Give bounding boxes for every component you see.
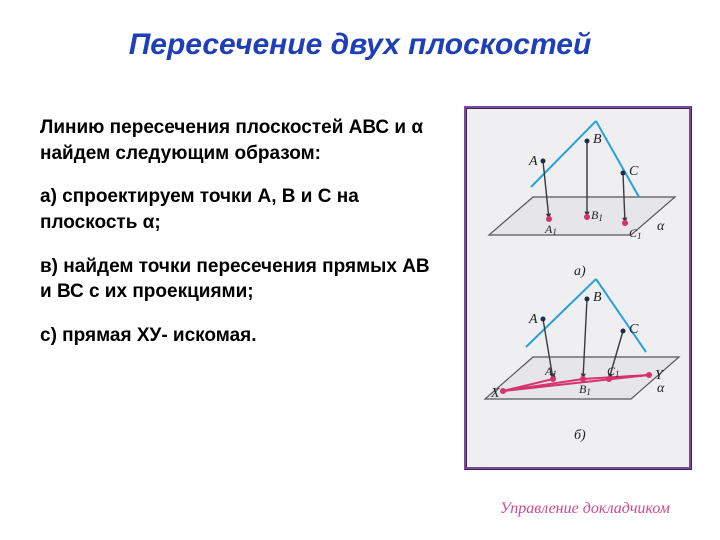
slide: Пересечение двух плоскостей Линию пересе… bbox=[0, 0, 720, 540]
svg-text:а): а) bbox=[574, 264, 586, 279]
geometry-diagram: ABCA1B1C1αа)ABCA1B1C1XYαб) bbox=[467, 109, 689, 467]
figure-frame: ABCA1B1C1αа)ABCA1B1C1XYαб) bbox=[464, 106, 692, 470]
svg-text:B: B bbox=[593, 132, 602, 147]
svg-text:A: A bbox=[528, 312, 538, 327]
para-c: с) прямая ХУ- искомая. bbox=[40, 323, 440, 349]
svg-text:C: C bbox=[629, 322, 639, 337]
svg-text:α: α bbox=[657, 381, 665, 396]
svg-text:A: A bbox=[528, 154, 538, 169]
svg-text:B: B bbox=[593, 290, 602, 305]
svg-text:C: C bbox=[629, 164, 639, 179]
para-a: а) спроектируем точки А, В и С на плоско… bbox=[40, 184, 440, 235]
slide-title: Пересечение двух плоскостей bbox=[0, 28, 720, 62]
svg-text:α: α bbox=[657, 219, 665, 234]
svg-text:X: X bbox=[490, 386, 500, 401]
footer-presenter-control[interactable]: Управление докладчиком bbox=[500, 500, 670, 518]
para-b: в) найдем точки пересечения прямых АВ и … bbox=[40, 254, 440, 305]
svg-text:б): б) bbox=[574, 428, 586, 443]
body-text-block: Линию пересечения плоскостей АВС и α най… bbox=[40, 115, 440, 366]
para-intro: Линию пересечения плоскостей АВС и α най… bbox=[40, 115, 440, 166]
